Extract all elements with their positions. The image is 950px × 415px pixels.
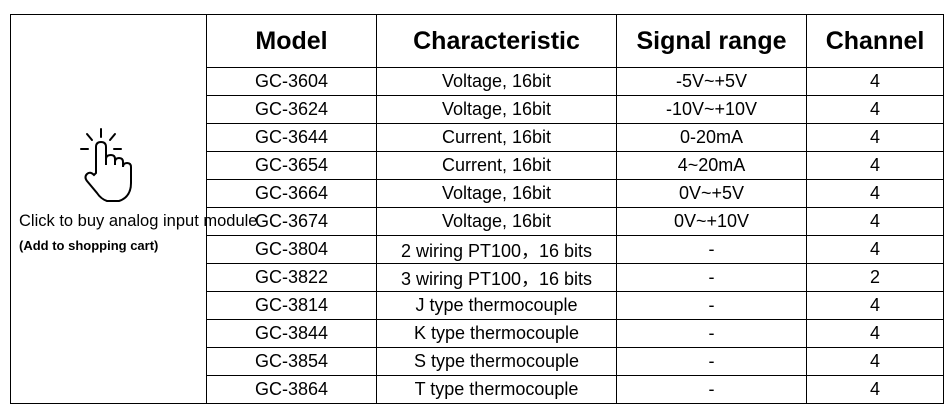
model-cell: GC-3822 [206, 263, 377, 292]
model-cell: GC-3844 [206, 319, 377, 348]
table-row: GC-3814 J type thermocouple -4 [11, 291, 944, 320]
signal-range-cell: -10V~+10V [616, 95, 807, 124]
table-row: GC-3644 Current, 16bit 0-20mA 4 [11, 123, 944, 152]
signal-range-cell: 4~20mA [616, 151, 807, 180]
signal-range-cell: 0V~+5V [616, 179, 807, 208]
channel-cell: 4 [806, 67, 944, 96]
characteristic-cell: 3 wiring PT100，16 bits [376, 263, 617, 292]
table-row: GC-3844 K type thermocouple -4 [11, 319, 944, 348]
characteristic-cell: S type thermocouple [376, 347, 617, 376]
channel-cell: 4 [806, 375, 944, 404]
channel-cell: 2 [806, 263, 944, 292]
characteristic-cell: Current, 16bit [376, 123, 617, 152]
buy-link-cell[interactable]: Click to buy analog input module (Add to… [10, 14, 258, 404]
hand-icon [80, 128, 132, 202]
signal-range-cell: - [616, 319, 807, 348]
table-row: GC-3864 T type thermocouple -4 [11, 375, 944, 404]
channel-cell: 4 [806, 207, 944, 236]
model-cell: GC-3864 [206, 375, 377, 404]
model-cell: GC-3644 [206, 123, 377, 152]
channel-cell: 4 [806, 151, 944, 180]
channel-cell: 4 [806, 291, 944, 320]
model-cell: GC-3624 [206, 95, 377, 124]
characteristic-cell: Voltage, 16bit [376, 207, 617, 236]
table-body: Click to buy analog input module (Add to… [10, 14, 944, 404]
header-row: Click to buy analog input module (Add to… [10, 14, 944, 404]
table-row: GC-3822 3 wiring PT100，16 bits -2 [11, 263, 944, 292]
signal-range-cell: - [616, 235, 807, 264]
model-cell: GC-3604 [206, 67, 377, 96]
signal-range-cell: 0-20mA [616, 123, 807, 152]
channel-cell: 4 [806, 179, 944, 208]
column-header: Model [206, 14, 377, 68]
model-cell: GC-3804 [206, 235, 377, 264]
characteristic-cell: Voltage, 16bit [376, 179, 617, 208]
characteristic-cell: Current, 16bit [376, 151, 617, 180]
product-table-container: Click to buy analog input module (Add to… [10, 14, 944, 404]
characteristic-cell: Voltage, 16bit [376, 95, 617, 124]
buy-note[interactable]: (Add to shopping cart) [19, 238, 159, 253]
model-cell: GC-3814 [206, 291, 377, 320]
table-row: GC-3674 Voltage, 16bit 0V~+10V 4 [11, 207, 944, 236]
signal-range-cell: - [616, 375, 807, 404]
channel-cell: 4 [806, 95, 944, 124]
characteristic-cell: Voltage, 16bit [376, 67, 617, 96]
signal-range-cell: -5V~+5V [616, 67, 807, 96]
product-table: Click to buy analog input module (Add to… [10, 14, 944, 404]
model-cell: GC-3664 [206, 179, 377, 208]
channel-cell: 4 [806, 347, 944, 376]
column-header: Signal range [616, 14, 807, 68]
characteristic-cell: J type thermocouple [376, 291, 617, 320]
table-row: GC-3604 Voltage, 16bit -5V~+5V 4 [11, 67, 944, 96]
channel-cell: 4 [806, 319, 944, 348]
model-cell: GC-3674 [206, 207, 377, 236]
channel-cell: 4 [806, 235, 944, 264]
table-row: GC-3654 Current, 16bit 4~20mA 4 [11, 151, 944, 180]
table-row: GC-3624 Voltage, 16bit -10V~+10V 4 [11, 95, 944, 124]
table-row: GC-3804 2 wiring PT100，16 bits -4 [11, 235, 944, 264]
characteristic-cell: T type thermocouple [376, 375, 617, 404]
signal-range-cell: 0V~+10V [616, 207, 807, 236]
signal-range-cell: - [616, 263, 807, 292]
model-cell: GC-3654 [206, 151, 377, 180]
buy-text[interactable]: Click to buy analog input module [19, 212, 258, 230]
column-header: Characteristic [376, 14, 617, 68]
characteristic-cell: 2 wiring PT100，16 bits [376, 235, 617, 264]
model-cell: GC-3854 [206, 347, 377, 376]
channel-cell: 4 [806, 123, 944, 152]
signal-range-cell: - [616, 291, 807, 320]
characteristic-cell: K type thermocouple [376, 319, 617, 348]
signal-range-cell: - [616, 347, 807, 376]
table-row: GC-3664 Voltage, 16bit 0V~+5V 4 [11, 179, 944, 208]
column-header: Channel [806, 14, 944, 68]
